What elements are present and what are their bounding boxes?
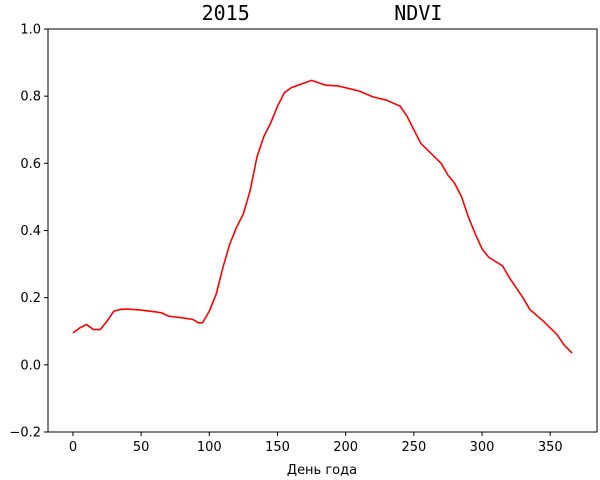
x-tick-label: 0	[69, 440, 77, 455]
plot-frame	[47, 28, 598, 433]
x-tick-label: 50	[133, 440, 150, 455]
y-tick-label: 1.0	[20, 23, 41, 38]
x-tick-label: 200	[333, 440, 358, 455]
y-tick-label: 0.8	[20, 90, 41, 105]
x-tick-label: 100	[197, 440, 222, 455]
y-tick-label: 0.2	[20, 291, 41, 306]
y-tick-label: 0.0	[20, 358, 41, 373]
x-tick-label: 300	[470, 440, 495, 455]
x-axis-label: День года	[287, 463, 357, 478]
y-tick-label: −0.2	[9, 426, 41, 441]
x-tick-label: 350	[538, 440, 563, 455]
data-line	[72, 79, 573, 354]
chart-title: 2015 NDVI	[202, 1, 443, 25]
x-tick-label: 250	[401, 440, 426, 455]
x-tick-label: 150	[265, 440, 290, 455]
y-tick-label: 0.4	[20, 224, 41, 239]
y-tick-label: 0.6	[20, 157, 41, 172]
